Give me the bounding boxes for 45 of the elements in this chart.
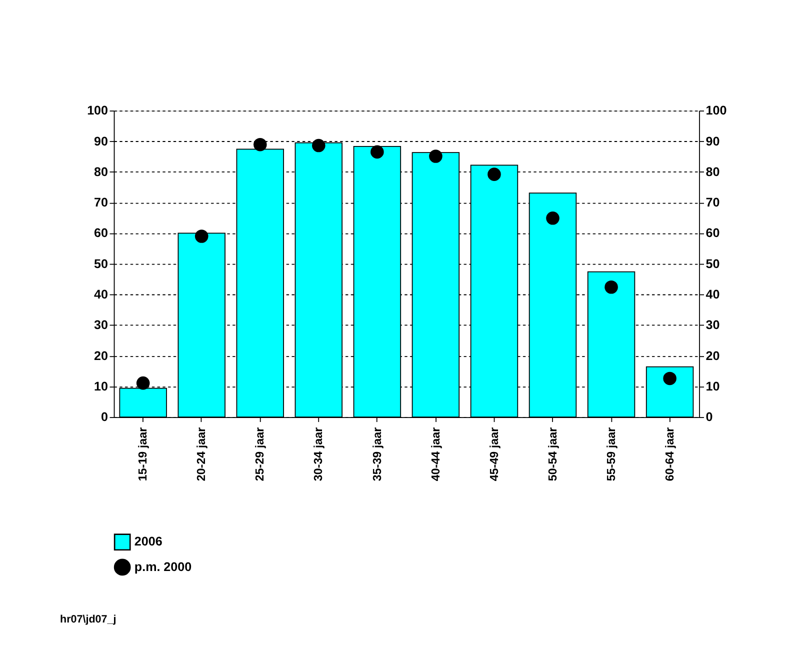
point [604, 280, 618, 294]
y-tick-label: 80 [94, 164, 108, 179]
x-tick-label: 35-39 jaar [370, 426, 384, 482]
legend-label: p.m. 2000 [134, 560, 192, 574]
y2-tick-label: 100 [706, 104, 727, 118]
x-tick-label: 45-49 jaar [488, 426, 501, 482]
y-tick-label: 70 [94, 196, 108, 210]
y2-tick-label: 50 [706, 256, 720, 271]
point [663, 372, 676, 386]
y2-tick-label: 40 [706, 288, 720, 302]
x-tick-label: 25-29 jaar [254, 426, 267, 482]
y-tick-label: 30 [94, 318, 108, 332]
point [136, 376, 150, 390]
y2-tick-label: 90 [706, 134, 720, 148]
x-tick-label: 40-44 jaar [429, 426, 442, 482]
point [370, 145, 384, 159]
y-tick-label: 100 [87, 104, 108, 118]
x-tick-label: 60-64 jaar [663, 426, 676, 482]
x-tick-label: 55-59 jaar [604, 426, 618, 482]
y-tick-label: 10 [94, 379, 108, 394]
point [429, 150, 442, 163]
point [488, 168, 501, 181]
y-tick-label: 90 [94, 134, 108, 148]
point [546, 212, 560, 225]
y-tick-label: 40 [94, 288, 108, 302]
point [253, 138, 267, 152]
y2-tick-label: 20 [706, 348, 720, 363]
x-tick-label: 20-24 jaar [195, 426, 208, 482]
y2-tick-label: 80 [706, 164, 720, 179]
point [194, 230, 208, 243]
y2-tick-label: 30 [706, 318, 720, 332]
y-tick-label: 60 [94, 226, 108, 240]
x-tick-label: 15-19 jaar [136, 426, 150, 482]
y2-tick-label: 0 [706, 410, 713, 424]
y2-tick-label: 70 [706, 196, 720, 210]
y2-tick-label: 60 [706, 226, 720, 240]
y2-tick-label: 10 [706, 379, 720, 394]
y-tick-label: 0 [101, 410, 108, 424]
legend-label: 2006 [134, 534, 162, 549]
x-tick-label: 50-54 jaar [546, 426, 560, 482]
y-tick-label: 20 [94, 348, 108, 363]
x-tick-label: 30-34 jaar [312, 426, 326, 482]
y-tick-label: 50 [94, 256, 108, 271]
point [312, 138, 326, 152]
text: hr07\jd07_j [60, 613, 116, 626]
